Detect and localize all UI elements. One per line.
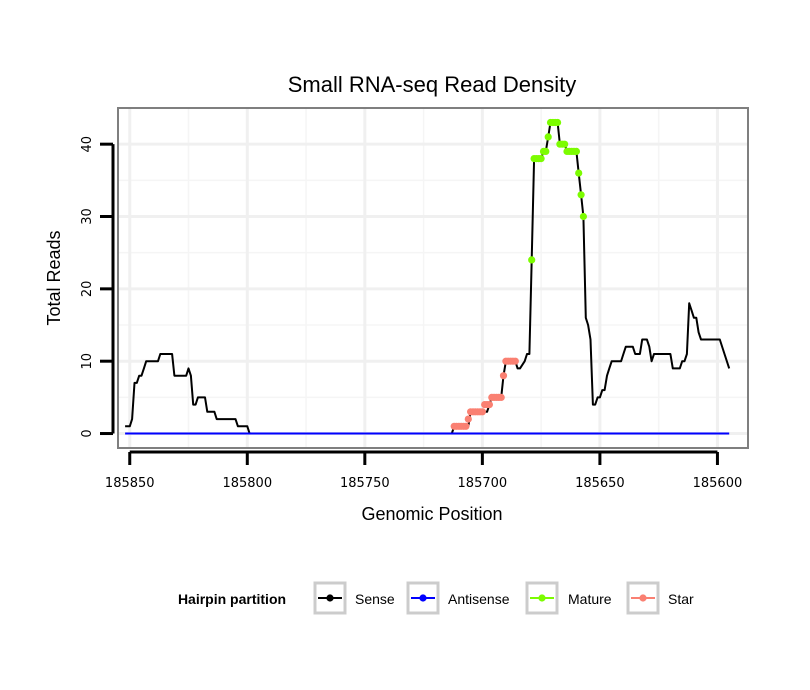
x-tick-label: 185850 [105, 476, 155, 491]
legend-label-antisense: Antisense [448, 591, 510, 607]
y-tick-label: 40 [80, 136, 95, 153]
data-point-mature [528, 256, 536, 264]
y-axis-label: Total Reads [44, 230, 64, 325]
legend-label-mature: Mature [568, 591, 612, 607]
y-tick-label: 10 [80, 353, 95, 370]
x-tick-label: 185650 [575, 476, 625, 491]
data-point-star [511, 357, 519, 365]
data-point-mature [575, 169, 583, 177]
plot-area [117, 107, 749, 449]
x-tick-label: 185700 [458, 476, 508, 491]
data-point-mature [577, 191, 585, 199]
x-tick-label: 185800 [222, 476, 272, 491]
legend-key-point-antisense [419, 594, 427, 602]
data-point-star [462, 422, 470, 430]
data-point-star [497, 393, 505, 401]
axes: 185850 185800 185750 185700 185650 185600 0 10 2… [80, 136, 742, 491]
x-tick-label: 185750 [340, 476, 390, 491]
data-point-mature [537, 155, 545, 163]
data-point-mature [544, 133, 552, 141]
x-tick-label: 185600 [693, 476, 743, 491]
x-axis-label: Genomic Position [361, 504, 502, 524]
data-point-mature [554, 118, 562, 127]
legend-label-sense: Sense [355, 591, 395, 607]
data-point-star [464, 415, 472, 423]
data-point-star [485, 401, 493, 409]
plot-border [117, 107, 749, 449]
data-point-mature [579, 212, 588, 221]
chart-title: Small RNA-seq Read Density [288, 72, 577, 97]
legend-label-star: Star [668, 591, 694, 607]
legend-key-point-star [639, 594, 647, 602]
legend-title: Hairpin partition [178, 591, 286, 607]
y-tick-label: 20 [80, 281, 95, 298]
legend: Hairpin partition Sense Antisense Mature St… [178, 581, 694, 615]
data-point-mature [542, 147, 550, 155]
data-point-star [499, 372, 508, 380]
y-tick-label: 0 [80, 429, 95, 437]
data-point-mature [572, 147, 581, 155]
legend-key-point-mature [538, 594, 546, 602]
plot-background [118, 108, 748, 448]
y-tick-label: 30 [80, 208, 95, 225]
data-point-mature [561, 140, 569, 148]
data-point-star [478, 408, 486, 416]
legend-key-point-sense [326, 594, 334, 602]
